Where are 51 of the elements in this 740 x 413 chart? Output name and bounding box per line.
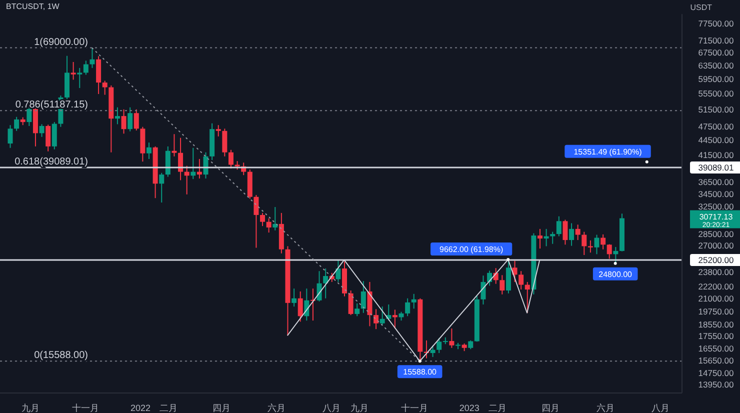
y-tick-label: 36500.00 bbox=[698, 176, 734, 187]
y-tick-label: 23800.00 bbox=[698, 266, 734, 277]
y-tick-label: 67500.00 bbox=[698, 47, 734, 58]
x-tick-label: 十一月 bbox=[400, 403, 428, 413]
y-tick-label: 13950.00 bbox=[698, 380, 734, 390]
y-tick-label: 71500.00 bbox=[698, 35, 734, 46]
y-tick-label: 77500.00 bbox=[698, 18, 734, 28]
annotation: 24800.00 bbox=[598, 270, 633, 279]
annotation: 15351.49 (61.90%) bbox=[574, 147, 642, 156]
y-tick-label: 28500.00 bbox=[698, 229, 734, 240]
annotation: 9662.00 (61.98%) bbox=[440, 245, 504, 254]
y-tick-label: 19750.00 bbox=[698, 306, 734, 316]
ref-line-label: 1(69000.00) bbox=[34, 36, 88, 48]
y-tick-label: 17550.00 bbox=[698, 331, 734, 342]
y-tick-label: 41500.00 bbox=[698, 150, 734, 160]
y-tick-label: 51500.00 bbox=[698, 104, 734, 114]
y-tick-label: 34500.00 bbox=[698, 188, 734, 199]
y-tick-label: 22200.00 bbox=[698, 282, 734, 292]
y-tick-label: 63500.00 bbox=[698, 60, 734, 70]
y-tick-label: 39089.01 bbox=[698, 162, 734, 172]
y-tick-label: 15650.00 bbox=[698, 355, 734, 366]
x-tick-label: 四月 bbox=[212, 403, 231, 413]
ref-line-label: 0.618(39089.01) bbox=[14, 156, 88, 168]
chart-title: BTCUSDT, 1W bbox=[6, 2, 60, 11]
x-tick-label: 二月 bbox=[159, 403, 178, 413]
x-tick-label: 十一月 bbox=[72, 403, 100, 413]
y-tick-label: 59500.00 bbox=[698, 74, 734, 84]
ref-line-label: 0(15588.00) bbox=[34, 350, 88, 362]
y-tick-label: 18550.00 bbox=[698, 319, 734, 330]
x-tick-label: 二月 bbox=[488, 403, 506, 413]
x-tick-label: 2022 bbox=[130, 403, 151, 413]
y-tick-label: 47500.00 bbox=[698, 121, 734, 132]
y-tick-label: 25200.00 bbox=[698, 254, 734, 265]
x-tick-label: 九月 bbox=[22, 403, 40, 413]
y-tick-label: 30717.13 bbox=[699, 212, 734, 222]
x-tick-label: 2023 bbox=[459, 403, 480, 413]
y-axis-title: USDT bbox=[690, 3, 712, 12]
y-tick-label: 55500.00 bbox=[698, 88, 734, 99]
annotation: 15588.00 bbox=[403, 368, 438, 377]
x-tick-label: 六月 bbox=[596, 403, 614, 413]
y-tick-label: 14750.00 bbox=[698, 368, 734, 378]
y-tick-label: 44500.00 bbox=[698, 135, 734, 146]
y-tick-label: 16550.00 bbox=[698, 344, 734, 354]
x-tick-label: 八月 bbox=[651, 403, 670, 413]
y-tick-label: 27000.00 bbox=[698, 240, 734, 250]
x-tick-label: 九月 bbox=[350, 403, 368, 413]
x-tick-label: 四月 bbox=[541, 403, 560, 413]
y-tick-label: 21000.00 bbox=[698, 293, 734, 304]
x-tick-label: 六月 bbox=[268, 403, 286, 413]
y-tick-label: 32500.00 bbox=[698, 201, 734, 212]
x-tick-label: 八月 bbox=[322, 403, 341, 413]
